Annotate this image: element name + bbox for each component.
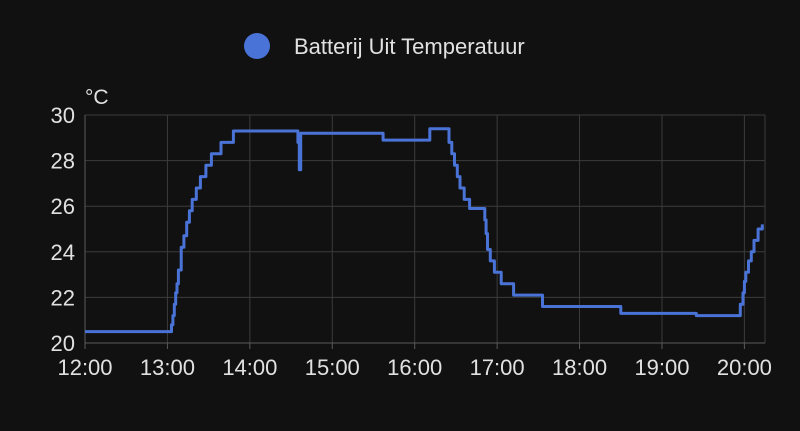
- y-tick-label: 22: [51, 285, 75, 310]
- y-tick-label: 28: [51, 149, 75, 174]
- series-layer[interactable]: [85, 127, 764, 334]
- x-tick-label: 16:00: [387, 355, 442, 380]
- legend-swatch-icon[interactable]: [244, 33, 270, 59]
- x-tick-label: 13:00: [140, 355, 195, 380]
- grid: [84, 114, 766, 349]
- legend[interactable]: Batterij Uit Temperatuur: [244, 33, 525, 59]
- x-tick-label: 20:00: [717, 355, 772, 380]
- x-tick-label: 19:00: [634, 355, 689, 380]
- x-tick-label: 12:00: [57, 355, 112, 380]
- y-tick-label: 20: [51, 331, 75, 356]
- axis-ticks: 20 22 24 26 28 30 12:00 13:00 14:00 15:00 16:00 17:…: [51, 103, 772, 380]
- x-tick-label: 15:00: [305, 355, 360, 380]
- x-tick-label: 18:00: [552, 355, 607, 380]
- y-tick-label: 24: [51, 240, 75, 265]
- y-tick-label: 26: [51, 194, 75, 219]
- series-line-batterij-uit-temperatuur[interactable]: [85, 127, 764, 334]
- x-tick-label: 17:00: [470, 355, 525, 380]
- y-tick-label: 30: [51, 103, 75, 128]
- y-axis-unit-label: °C: [85, 86, 109, 109]
- x-tick-label: 14:00: [222, 355, 277, 380]
- legend-label[interactable]: Batterij Uit Temperatuur: [294, 34, 525, 59]
